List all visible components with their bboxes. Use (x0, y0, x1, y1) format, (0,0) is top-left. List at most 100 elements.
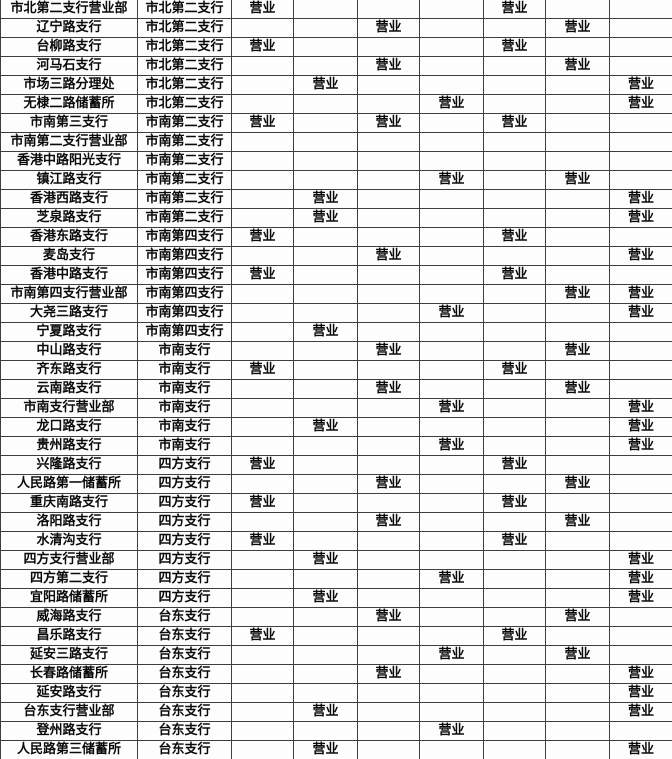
parent-branch-cell: 市北第二支行 (137, 94, 232, 114)
branch-name-cell: 长春路储蓄所 (0, 664, 138, 684)
parent-branch-cell: 四方支行 (137, 512, 232, 532)
empty-status-cell (483, 246, 546, 266)
open-status-cell: 营业 (231, 455, 294, 475)
open-status-cell: 营业 (609, 436, 672, 456)
parent-branch-cell: 市北第二支行 (137, 0, 232, 19)
open-status-cell: 营业 (357, 341, 420, 361)
open-status-cell: 营业 (609, 398, 672, 418)
parent-branch-cell: 市南支行 (137, 360, 232, 380)
open-status-cell: 营业 (419, 170, 484, 190)
empty-status-cell (357, 626, 420, 646)
branch-name-cell: 市南第二支行营业部 (0, 132, 138, 152)
branch-name-cell: 香港中路支行 (0, 265, 138, 285)
empty-status-cell (231, 417, 294, 437)
open-status-cell: 营业 (357, 246, 420, 266)
empty-status-cell (293, 721, 358, 741)
table-row: 无棣二路储蓄所 市北第二支行 营业 营业 (0, 94, 672, 114)
branch-name-cell: 延安三路支行 (0, 645, 138, 665)
empty-status-cell (293, 246, 358, 266)
open-status-cell: 营业 (483, 360, 546, 380)
empty-status-cell (483, 740, 546, 759)
empty-status-cell (357, 740, 420, 759)
empty-status-cell (609, 379, 672, 399)
empty-status-cell (609, 474, 672, 494)
parent-branch-cell: 四方支行 (137, 569, 232, 589)
empty-status-cell (483, 645, 546, 665)
empty-status-cell (545, 227, 610, 247)
open-status-cell: 营业 (609, 740, 672, 759)
branch-name-cell: 市南第四支行营业部 (0, 284, 138, 304)
open-status-cell: 营业 (609, 683, 672, 703)
open-status-cell: 营业 (357, 474, 420, 494)
open-status-cell: 营业 (231, 626, 294, 646)
empty-status-cell (483, 341, 546, 361)
open-status-cell: 营业 (357, 664, 420, 684)
empty-status-cell (483, 664, 546, 684)
branch-name-cell: 镇江路支行 (0, 170, 138, 190)
empty-status-cell (357, 189, 420, 209)
empty-status-cell (609, 132, 672, 152)
empty-status-cell (545, 75, 610, 95)
empty-status-cell (231, 170, 294, 190)
empty-status-cell (609, 360, 672, 380)
table-row: 台柳路支行 市北第二支行 营业 营业 (0, 37, 672, 57)
empty-status-cell (483, 436, 546, 456)
empty-status-cell (483, 151, 546, 171)
open-status-cell: 营业 (545, 607, 610, 627)
empty-status-cell (609, 170, 672, 190)
empty-status-cell (293, 436, 358, 456)
branch-name-cell: 延安路支行 (0, 683, 138, 703)
empty-status-cell (293, 18, 358, 38)
empty-status-cell (293, 379, 358, 399)
empty-status-cell (483, 683, 546, 703)
empty-status-cell (357, 493, 420, 513)
empty-status-cell (483, 588, 546, 608)
empty-status-cell (231, 607, 294, 627)
empty-status-cell (545, 360, 610, 380)
table-row: 中山路支行 市南支行 营业 营业 (0, 341, 672, 361)
empty-status-cell (609, 227, 672, 247)
empty-status-cell (293, 626, 358, 646)
open-status-cell: 营业 (545, 284, 610, 304)
empty-status-cell (545, 626, 610, 646)
open-status-cell: 营业 (609, 702, 672, 722)
branch-name-cell: 台东支行营业部 (0, 702, 138, 722)
empty-status-cell (545, 588, 610, 608)
table-row: 台东支行营业部 台东支行 营业 营业 (0, 702, 672, 722)
table-row: 香港东路支行 市南第四支行 营业 营业 (0, 227, 672, 247)
table-row: 兴隆路支行 四方支行 营业 营业 (0, 455, 672, 475)
table-row: 辽宁路支行 市北第二支行 营业 营业 (0, 18, 672, 38)
parent-branch-cell: 市北第二支行 (137, 37, 232, 57)
branch-name-cell: 齐东路支行 (0, 360, 138, 380)
empty-status-cell (357, 208, 420, 228)
open-status-cell: 营业 (357, 379, 420, 399)
parent-branch-cell: 市南第四支行 (137, 265, 232, 285)
empty-status-cell (545, 94, 610, 114)
parent-branch-cell: 市南第二支行 (137, 113, 232, 133)
empty-status-cell (419, 189, 484, 209)
empty-status-cell (293, 683, 358, 703)
open-status-cell: 营业 (609, 550, 672, 570)
empty-status-cell (419, 702, 484, 722)
open-status-cell: 营业 (483, 493, 546, 513)
empty-status-cell (419, 0, 484, 19)
empty-status-cell (231, 436, 294, 456)
branch-name-cell: 市场三路分理处 (0, 75, 138, 95)
empty-status-cell (419, 246, 484, 266)
table-row: 齐东路支行 市南支行 营业 营业 (0, 360, 672, 380)
empty-status-cell (231, 569, 294, 589)
empty-status-cell (545, 702, 610, 722)
empty-status-cell (293, 645, 358, 665)
empty-status-cell (545, 569, 610, 589)
table-row: 市南第二支行营业部 市南第二支行 (0, 132, 672, 152)
open-status-cell: 营业 (483, 265, 546, 285)
empty-status-cell (483, 512, 546, 532)
empty-status-cell (231, 56, 294, 76)
empty-status-cell (419, 75, 484, 95)
empty-status-cell (609, 341, 672, 361)
empty-status-cell (545, 303, 610, 323)
empty-status-cell (293, 56, 358, 76)
